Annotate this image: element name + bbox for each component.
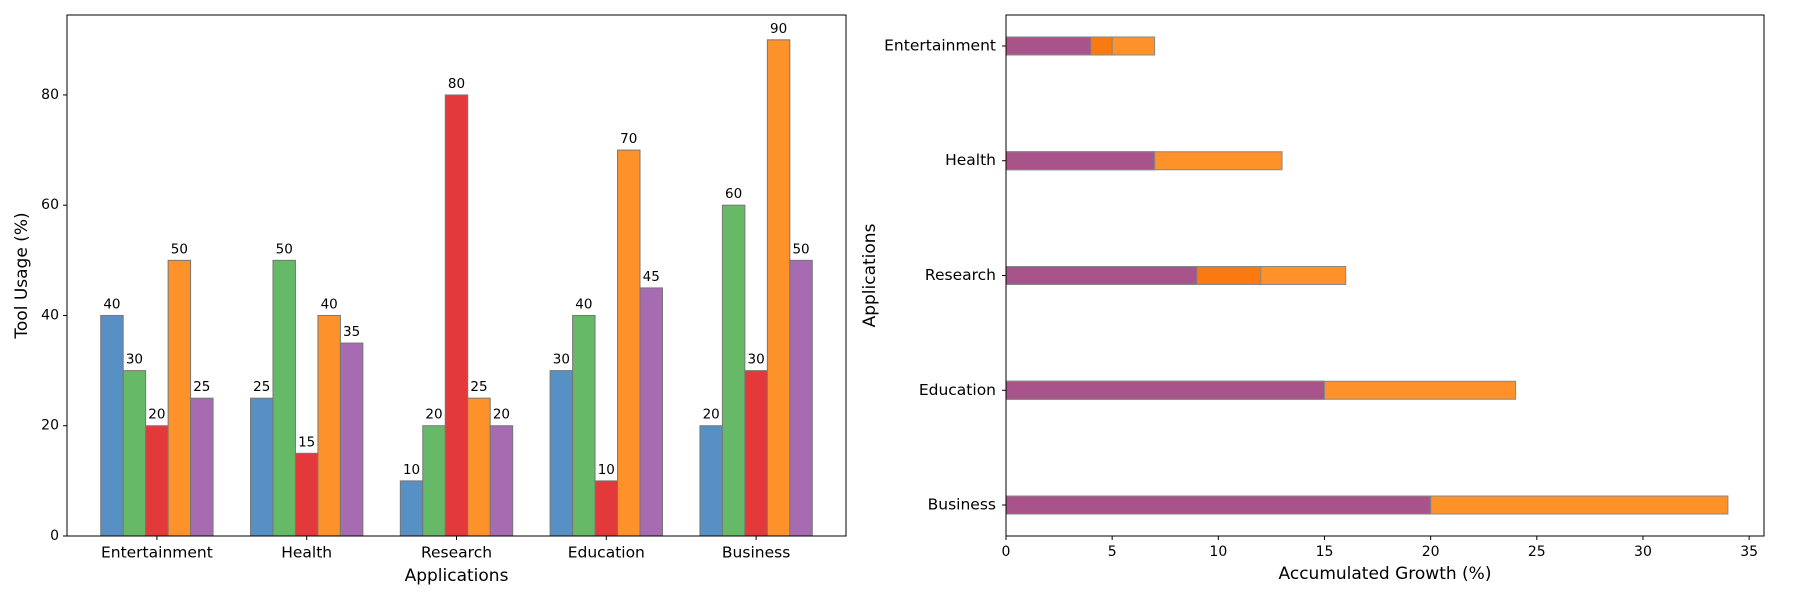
bar xyxy=(444,94,469,537)
bar xyxy=(572,314,596,537)
bar xyxy=(145,425,169,537)
data-label: 10 xyxy=(403,462,420,478)
data-label: 15 xyxy=(298,434,315,450)
plot-frame xyxy=(66,14,847,537)
data-label: 30 xyxy=(748,352,765,368)
bar xyxy=(339,342,364,537)
data-label: 25 xyxy=(470,379,487,395)
data-label: 45 xyxy=(643,269,660,285)
bar xyxy=(1005,151,1156,171)
bar xyxy=(721,204,746,537)
bar xyxy=(272,259,296,537)
x-tick-label: 5 xyxy=(1108,544,1117,560)
data-label: 20 xyxy=(703,407,720,423)
y-tick-label: 20 xyxy=(41,418,59,434)
plot-frame xyxy=(1005,14,1765,537)
bar xyxy=(294,452,319,537)
y-tick-label: 0 xyxy=(50,528,59,544)
y-tick-label: Health xyxy=(945,151,996,169)
bar xyxy=(1005,36,1092,56)
data-label: 40 xyxy=(321,296,338,312)
data-label: 30 xyxy=(126,352,143,368)
y-tick-label: Entertainment xyxy=(884,36,996,54)
bar xyxy=(100,314,124,537)
bar xyxy=(399,480,424,537)
y-tick-label: 80 xyxy=(41,87,59,103)
y-tick-label: Business xyxy=(928,496,996,514)
bar xyxy=(1005,495,1432,515)
data-label: 40 xyxy=(575,296,592,312)
bar xyxy=(639,287,663,537)
y-tick-label: Research xyxy=(925,266,996,284)
x-tick-label: 0 xyxy=(1002,544,1011,560)
bar xyxy=(594,480,619,537)
data-label: 20 xyxy=(425,407,442,423)
data-label: 80 xyxy=(448,76,465,92)
bar xyxy=(617,149,641,537)
data-label: 10 xyxy=(598,462,615,478)
x-tick-label: 10 xyxy=(1209,544,1227,560)
bar xyxy=(766,39,791,537)
bar xyxy=(1005,266,1198,285)
bar xyxy=(317,314,341,537)
bar xyxy=(422,425,446,537)
x-tick-label: Entertainment xyxy=(101,544,213,562)
y-tick-label: 60 xyxy=(41,197,59,213)
x-tick-label: 25 xyxy=(1528,544,1546,560)
x-tick-label: 30 xyxy=(1634,544,1652,560)
bar xyxy=(250,397,274,537)
y-axis-label: Applications xyxy=(860,223,880,327)
data-label: 50 xyxy=(171,241,188,257)
y-axis-label: Tool Usage (%) xyxy=(12,212,32,339)
data-label: 30 xyxy=(553,352,570,368)
bar xyxy=(467,397,491,537)
y-tick-label: Education xyxy=(919,381,996,399)
data-label: 90 xyxy=(770,21,787,37)
data-label: 25 xyxy=(253,379,270,395)
x-tick-label: Research xyxy=(421,544,492,562)
x-tick-label: 20 xyxy=(1422,544,1440,560)
x-tick-label: 15 xyxy=(1316,544,1334,560)
bar xyxy=(744,370,768,537)
x-tick-label: Business xyxy=(722,544,790,562)
data-label: 60 xyxy=(725,186,742,202)
bar xyxy=(1005,380,1325,400)
y-tick-label: 40 xyxy=(41,307,59,323)
data-label: 25 xyxy=(193,379,210,395)
bar xyxy=(167,259,192,537)
x-tick-label: 35 xyxy=(1740,544,1758,560)
bar xyxy=(699,425,723,537)
x-axis-label: Applications xyxy=(405,566,509,586)
data-label: 50 xyxy=(792,241,809,257)
data-label: 70 xyxy=(620,131,637,147)
bar xyxy=(489,425,514,537)
bar xyxy=(549,370,574,537)
data-label: 35 xyxy=(343,324,360,340)
bar xyxy=(122,370,147,537)
x-tick-label: Health xyxy=(281,544,332,562)
data-label: 40 xyxy=(103,296,120,312)
x-axis-label: Accumulated Growth (%) xyxy=(1279,564,1492,584)
data-label: 20 xyxy=(148,407,165,423)
data-label: 50 xyxy=(276,241,293,257)
x-tick-label: Education xyxy=(568,544,645,562)
bar xyxy=(789,259,813,537)
data-label: 20 xyxy=(493,407,510,423)
bar xyxy=(190,397,214,537)
